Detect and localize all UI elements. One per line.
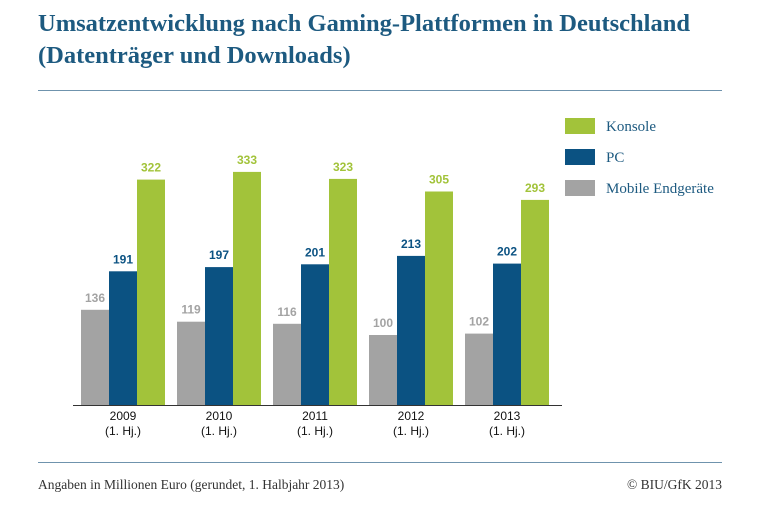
data-label-mobile-endger-te-2013: 102 [469,315,489,329]
bar-mobile-endger-te-2011 [273,323,301,405]
bar-konsole-2010 [233,171,261,405]
data-label-pc-2010: 197 [209,248,229,262]
x-tick-label-2010: 2010 [206,409,233,423]
x-tick-label-2009: 2009 [110,409,137,423]
data-label-pc-2009: 191 [113,252,133,266]
bar-konsole-2011 [329,178,357,405]
data-label-mobile-endger-te-2012: 100 [373,316,393,330]
bar-mobile-endger-te-2013 [465,333,493,405]
x-tick-sublabel-2011: (1. Hj.) [297,424,333,438]
bar-mobile-endger-te-2012 [369,335,397,405]
bar-mobile-endger-te-2009 [81,309,109,405]
legend-label-konsole: Konsole [606,119,656,135]
legend-label-pc: PC [606,150,624,166]
x-tick-sublabel-2010: (1. Hj.) [201,424,237,438]
bar-konsole-2009 [137,179,165,405]
x-tick-sublabel-2009: (1. Hj.) [105,424,141,438]
legend-label-mobile-endger-te: Mobile Endgeräte [606,181,714,197]
bottom-divider [38,462,722,463]
data-label-konsole-2010: 333 [237,153,257,167]
data-label-mobile-endger-te-2009: 136 [85,291,105,305]
data-label-konsole-2013: 293 [525,181,545,195]
data-label-mobile-endger-te-2010: 119 [181,303,201,317]
chart-title-line-2: (Datenträger und Downloads) [38,42,351,69]
chart-title: Umsatzentwicklung nach Gaming-Plattforme… [38,8,738,72]
data-label-konsole-2011: 323 [333,160,353,174]
data-label-konsole-2012: 305 [429,173,449,187]
data-label-pc-2012: 213 [401,237,421,251]
data-label-pc-2011: 201 [305,245,325,259]
bar-pc-2011 [301,264,329,405]
bar-mobile-endger-te-2010 [177,321,205,405]
data-label-pc-2013: 202 [497,245,517,259]
x-tick-sublabel-2012: (1. Hj.) [393,424,429,438]
bar-pc-2013 [493,263,521,405]
data-label-mobile-endger-te-2011: 116 [277,305,297,319]
footer-note: Angaben in Millionen Euro (gerundet, 1. … [38,477,345,492]
bar-pc-2012 [397,255,425,405]
bar-pc-2009 [109,271,137,405]
legend-swatch-pc [565,149,595,165]
bar-konsole-2012 [425,191,453,405]
top-divider [38,90,722,91]
bar-konsole-2013 [521,199,549,405]
x-tick-label-2011: 2011 [302,409,328,423]
copyright-note: © BIU/GfK 2013 [626,477,722,492]
legend-swatch-konsole [565,118,595,134]
data-label-konsole-2009: 322 [141,161,161,175]
x-tick-label-2013: 2013 [494,409,521,423]
bar-pc-2010 [205,267,233,405]
legend-swatch-mobile-endger-te [565,180,595,196]
x-tick-sublabel-2013: (1. Hj.) [489,424,525,438]
x-tick-label-2012: 2012 [398,409,425,423]
chart-title-line-1: Umsatzentwicklung nach Gaming-Plattforme… [38,10,690,37]
